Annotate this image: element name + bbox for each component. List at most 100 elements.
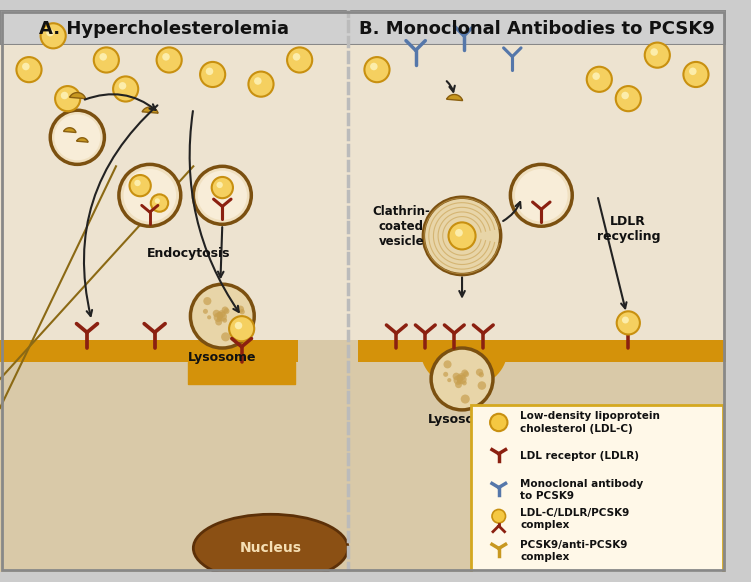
Circle shape — [119, 82, 126, 90]
Circle shape — [453, 372, 460, 380]
Circle shape — [476, 368, 483, 376]
Circle shape — [155, 198, 160, 204]
Polygon shape — [77, 138, 88, 142]
Text: Lysosome: Lysosome — [428, 413, 496, 426]
Circle shape — [622, 317, 629, 324]
Circle shape — [478, 381, 486, 390]
Polygon shape — [64, 127, 76, 133]
Circle shape — [41, 23, 66, 48]
Circle shape — [689, 68, 697, 75]
Circle shape — [162, 53, 170, 61]
FancyBboxPatch shape — [357, 340, 726, 361]
Circle shape — [448, 222, 475, 250]
Circle shape — [129, 175, 151, 196]
Circle shape — [119, 164, 181, 226]
Circle shape — [461, 370, 468, 377]
Circle shape — [50, 110, 104, 164]
Circle shape — [456, 375, 463, 381]
Circle shape — [217, 317, 222, 321]
Circle shape — [454, 375, 463, 385]
Circle shape — [492, 509, 505, 523]
Circle shape — [99, 53, 107, 61]
Circle shape — [457, 375, 466, 384]
Text: LDLR
recycling: LDLR recycling — [596, 215, 660, 243]
Circle shape — [221, 332, 230, 342]
Circle shape — [216, 312, 223, 318]
Circle shape — [191, 284, 255, 348]
Circle shape — [254, 77, 261, 85]
FancyBboxPatch shape — [0, 10, 726, 45]
Circle shape — [457, 373, 465, 381]
Circle shape — [206, 68, 213, 75]
Circle shape — [17, 57, 41, 82]
Circle shape — [457, 379, 461, 384]
Circle shape — [621, 92, 629, 100]
Circle shape — [212, 177, 233, 198]
Circle shape — [463, 371, 469, 377]
Circle shape — [293, 53, 300, 61]
Text: Clathrin-
coated
vesicle: Clathrin- coated vesicle — [372, 205, 430, 248]
Circle shape — [683, 62, 708, 87]
Circle shape — [222, 318, 227, 322]
Circle shape — [200, 62, 225, 87]
Circle shape — [490, 414, 508, 431]
FancyBboxPatch shape — [471, 405, 723, 575]
Circle shape — [237, 306, 244, 313]
Polygon shape — [70, 93, 86, 99]
Circle shape — [462, 381, 467, 385]
Circle shape — [224, 308, 230, 314]
Circle shape — [593, 72, 600, 80]
Polygon shape — [421, 340, 508, 389]
Circle shape — [364, 57, 390, 82]
Circle shape — [217, 316, 222, 321]
Circle shape — [460, 395, 470, 403]
Circle shape — [235, 322, 243, 329]
Text: Monoclonal antibody
to PCSK9: Monoclonal antibody to PCSK9 — [520, 479, 644, 501]
Circle shape — [204, 297, 212, 305]
Circle shape — [213, 313, 223, 322]
Ellipse shape — [193, 514, 348, 582]
Circle shape — [650, 48, 658, 56]
Circle shape — [616, 86, 641, 111]
Circle shape — [218, 312, 227, 321]
Circle shape — [455, 229, 463, 237]
Circle shape — [54, 114, 101, 160]
Circle shape — [287, 47, 312, 73]
Circle shape — [443, 372, 448, 377]
Circle shape — [478, 372, 484, 377]
Text: Nucleus: Nucleus — [240, 541, 302, 555]
Text: Lysosome: Lysosome — [188, 351, 257, 364]
Circle shape — [455, 381, 462, 388]
Polygon shape — [447, 94, 463, 101]
Circle shape — [515, 169, 568, 222]
Circle shape — [151, 194, 168, 212]
Circle shape — [94, 47, 119, 73]
Circle shape — [239, 319, 247, 327]
Circle shape — [216, 318, 222, 325]
Circle shape — [644, 42, 670, 68]
Text: LDL receptor (LDLR): LDL receptor (LDLR) — [520, 451, 639, 462]
FancyBboxPatch shape — [0, 45, 726, 379]
Text: Low-density lipoprotein
cholesterol (LDL-C): Low-density lipoprotein cholesterol (LDL… — [520, 411, 660, 434]
Circle shape — [431, 348, 493, 410]
Circle shape — [457, 378, 462, 384]
FancyBboxPatch shape — [0, 340, 297, 361]
Circle shape — [198, 171, 247, 220]
Circle shape — [218, 310, 225, 318]
Text: B. Monoclonal Antibodies to PCSK9: B. Monoclonal Antibodies to PCSK9 — [358, 20, 714, 38]
Circle shape — [216, 182, 223, 188]
Circle shape — [587, 67, 612, 92]
Circle shape — [213, 310, 220, 317]
Text: PCSK9/anti-PCSK9
complex: PCSK9/anti-PCSK9 complex — [520, 540, 627, 562]
Circle shape — [444, 360, 451, 368]
Circle shape — [157, 47, 182, 73]
Circle shape — [123, 169, 176, 222]
Circle shape — [207, 315, 211, 320]
Text: Endocytosis: Endocytosis — [146, 247, 231, 260]
Circle shape — [447, 378, 451, 382]
Circle shape — [134, 180, 140, 186]
Circle shape — [511, 164, 572, 226]
Circle shape — [113, 76, 138, 101]
Circle shape — [370, 63, 378, 70]
Circle shape — [240, 309, 245, 314]
